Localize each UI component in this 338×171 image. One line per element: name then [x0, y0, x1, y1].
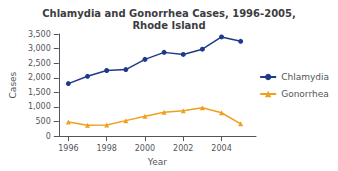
- svg-text:2004: 2004: [211, 144, 231, 153]
- svg-text:2,000: 2,000: [28, 73, 51, 82]
- svg-text:Gonorrhea: Gonorrhea: [281, 89, 329, 99]
- svg-text:1,000: 1,000: [28, 102, 51, 111]
- svg-text:Rhode Island: Rhode Island: [132, 20, 205, 31]
- svg-text:1996: 1996: [58, 144, 78, 153]
- svg-text:Cases: Cases: [8, 71, 18, 98]
- svg-text:3,500: 3,500: [28, 30, 51, 39]
- svg-text:2002: 2002: [173, 144, 193, 153]
- svg-text:Chlamydia: Chlamydia: [281, 72, 329, 82]
- svg-text:0: 0: [46, 132, 51, 141]
- svg-text:3,000: 3,000: [28, 44, 51, 53]
- svg-text:2000: 2000: [135, 144, 155, 153]
- svg-text:1998: 1998: [96, 144, 116, 153]
- svg-text:2,500: 2,500: [28, 59, 51, 68]
- svg-text:500: 500: [36, 117, 51, 126]
- svg-text:Year: Year: [147, 157, 167, 167]
- svg-text:1,500: 1,500: [28, 88, 51, 97]
- svg-text:Chlamydia and Gonorrhea Cases,: Chlamydia and Gonorrhea Cases, 1996-2005…: [42, 8, 296, 19]
